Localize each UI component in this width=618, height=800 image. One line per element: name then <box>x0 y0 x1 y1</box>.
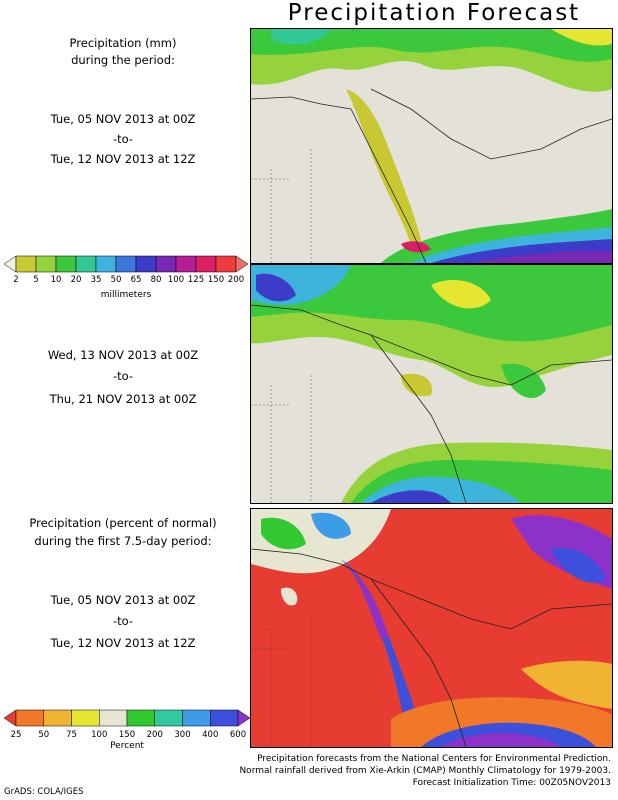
panel3-heading-1: Precipitation (percent of normal) <box>29 516 217 530</box>
colorbar-mm <box>3 254 249 274</box>
colorbar-pct-swatch <box>43 709 72 727</box>
colorbar-pct-swatch <box>99 709 128 727</box>
panel3-heading-2: during the first 7.5-day period: <box>34 534 212 548</box>
colorbar-mm-tick-label: 2 <box>13 275 19 285</box>
colorbar-pct-arrow-high <box>237 709 251 727</box>
colorbar-mm-swatch <box>55 255 77 273</box>
footer-line-2: Normal rainfall derived from Xie-Arkin (… <box>239 766 611 776</box>
colorbar-mm-swatch <box>115 255 137 273</box>
colorbar-mm-swatch <box>135 255 157 273</box>
panel3-to: -to- <box>112 614 134 628</box>
panel2-end: Thu, 21 NOV 2013 at 00Z <box>49 392 197 406</box>
colorbar-mm-swatch <box>215 255 237 273</box>
colorbar-mm-tick-label: 20 <box>70 275 82 285</box>
colorbar-mm-svg <box>3 255 249 273</box>
colorbar-mm-swatch <box>95 255 117 273</box>
colorbar-mm-swatch <box>195 255 217 273</box>
colorbar-mm-tick-label: 150 <box>207 275 225 285</box>
panel1-start: Tue, 05 NOV 2013 at 00Z <box>50 112 196 126</box>
colorbar-mm-tick-label: 65 <box>130 275 142 285</box>
panel2-start: Wed, 13 NOV 2013 at 00Z <box>47 348 199 362</box>
colorbar-mm-tick-label: 50 <box>110 275 122 285</box>
colorbar-pct-unit: Percent <box>110 741 144 751</box>
colorbar-mm-swatch <box>75 255 97 273</box>
map-panel-2 <box>250 264 613 504</box>
colorbar-pct-swatch <box>126 709 155 727</box>
colorbar-pct-tick-label: 150 <box>118 730 136 740</box>
colorbar-pct-swatch <box>210 709 239 727</box>
colorbar-mm-tick-label: 80 <box>150 275 162 285</box>
panel1-to: -to- <box>112 132 134 146</box>
panel1-end: Tue, 12 NOV 2013 at 12Z <box>50 152 196 166</box>
map-panel-3 <box>250 508 613 748</box>
map-1-svg <box>251 29 612 263</box>
colorbar-mm-unit: millimeters <box>100 290 152 300</box>
colorbar-mm-swatch <box>35 255 57 273</box>
colorbar-mm-ticks: 2 5 10 20 35 50 65 80 100 125 150 200 <box>4 275 248 287</box>
colorbar-pct-tick-label: 600 <box>229 730 247 740</box>
colorbar-pct-swatch <box>182 709 211 727</box>
colorbar-mm-arrow-high <box>235 255 249 273</box>
map-2-svg <box>251 265 612 503</box>
colorbar-pct-swatch <box>71 709 100 727</box>
colorbar-mm-tick-label: 100 <box>167 275 185 285</box>
colorbar-pct <box>3 708 251 728</box>
panel2-to: -to- <box>112 369 134 383</box>
colorbar-mm-arrow-low <box>3 255 17 273</box>
colorbar-mm-swatch <box>155 255 177 273</box>
colorbar-pct-svg <box>3 709 251 727</box>
footer-line-1: Precipitation forecasts from the Nationa… <box>257 754 611 764</box>
colorbar-pct-tick-label: 300 <box>174 730 191 740</box>
colorbar-pct-arrow-low <box>3 709 17 727</box>
panel3-end: Tue, 12 NOV 2013 at 12Z <box>50 636 196 650</box>
colorbar-pct-ticks: 25 50 75 100 150 200 300 400 600 <box>4 730 250 742</box>
colorbar-pct-tick-label: 100 <box>91 730 108 740</box>
colorbar-mm-swatch <box>15 255 37 273</box>
colorbar-pct-tick-label: 50 <box>38 730 50 740</box>
colorbar-pct-tick-label: 75 <box>66 730 77 740</box>
map-3-svg <box>251 509 612 747</box>
panel1-heading-1: Precipitation (mm) <box>69 36 177 50</box>
page-title: Precipitation Forecast <box>287 0 581 26</box>
map-panel-1 <box>250 28 613 264</box>
colorbar-pct-tick-label: 400 <box>202 730 219 740</box>
colorbar-pct-swatch <box>15 709 44 727</box>
colorbar-mm-tick-label: 10 <box>50 275 62 285</box>
footer-line-3: Forecast Initialization Time: 00Z05NOV20… <box>412 778 611 788</box>
colorbar-mm-tick-label: 35 <box>90 275 102 285</box>
colorbar-pct-tick-label: 200 <box>146 730 163 740</box>
grads-credit: GrADS: COLA/IGES <box>4 787 84 797</box>
colorbar-mm-tick-label: 5 <box>33 275 39 285</box>
colorbar-mm-tick-label: 200 <box>227 275 245 285</box>
colorbar-pct-tick-label: 25 <box>10 730 22 740</box>
colorbar-pct-swatch <box>154 709 183 727</box>
panel3-start: Tue, 05 NOV 2013 at 00Z <box>50 593 196 607</box>
colorbar-mm-tick-label: 125 <box>187 275 205 285</box>
colorbar-mm-swatch <box>175 255 197 273</box>
panel1-heading-2: during the period: <box>71 53 175 67</box>
